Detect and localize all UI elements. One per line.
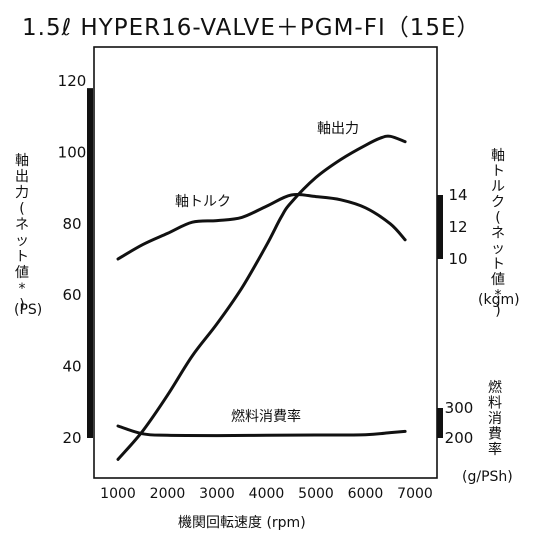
ps-axis-label-char: ) <box>19 297 24 313</box>
ps-tick-label: 20 <box>62 429 81 447</box>
torque-axis-label-char: ト <box>491 164 505 180</box>
ps-axis-label-char: ( <box>19 201 24 217</box>
chart-title: 1.5ℓ HYPER16-VALVE＋PGM-FI（15E） <box>22 15 481 41</box>
ps-axis-label-char: ネ <box>15 217 29 233</box>
torque-axis-label-char: ネ <box>491 226 505 242</box>
ps-axis-bar <box>87 88 93 438</box>
fuel-axis-label-char: 率 <box>488 441 502 458</box>
ps-unit-label: (PS) <box>14 302 43 318</box>
ps-axis-label-char: 力 <box>15 185 29 201</box>
ps-axis-label-char: 出 <box>15 169 29 185</box>
torque-tick-label: 10 <box>448 250 467 268</box>
fuel-axis-label-char: 費 <box>488 427 502 443</box>
torque-axis-label-char: 値 <box>491 272 505 288</box>
torque-curve <box>116 192 407 261</box>
fuel-consumption-curve-label: 燃料消費率 <box>231 408 301 425</box>
torque-axis-label-char: * <box>495 288 502 304</box>
ps-tick-label: 60 <box>62 286 81 304</box>
torque-axis-label-char: ク <box>491 195 505 211</box>
x-tick-label: 5000 <box>298 486 334 502</box>
ps-axis-label-char: 軸 <box>15 153 29 169</box>
torque-tick-label: 14 <box>448 186 467 204</box>
fuel-tick-label: 200 <box>445 429 474 447</box>
ps-tick-label: 40 <box>62 358 81 376</box>
x-tick-label: 2000 <box>150 486 186 502</box>
ps-axis-label-char: ト <box>15 249 29 265</box>
kgm-unit-label: (kgm) <box>478 292 520 308</box>
x-tick-label: 3000 <box>199 486 235 502</box>
power-curve <box>116 134 407 461</box>
torque-axis-bar <box>437 195 443 259</box>
plot-frame <box>93 46 438 479</box>
ps-tick-label: 80 <box>62 215 81 233</box>
ps-tick-label: 100 <box>58 143 87 161</box>
x-tick-label: 1000 <box>100 486 136 502</box>
fuel-consumption-curve <box>116 424 407 438</box>
torque-axis-label-char: ル <box>491 179 505 195</box>
power-curve-label: 軸出力 <box>317 121 359 137</box>
ps-axis-label-char: * <box>19 281 26 297</box>
torque-tick-label: 12 <box>448 218 467 236</box>
ps-axis-label-char: ッ <box>15 233 29 249</box>
fuel-axis-label-char: 消 <box>488 411 502 427</box>
fuel-axis-label-char: 料 <box>488 396 502 412</box>
fuel-axis-bar <box>437 408 443 438</box>
ps-axis-label-char: 値 <box>15 265 29 281</box>
torque-axis-label-char: ( <box>495 210 500 226</box>
fuel-axis-label-char: 燃 <box>488 379 502 396</box>
torque-axis-label-char: ト <box>491 257 505 273</box>
torque-axis-label-char: ) <box>495 303 500 319</box>
x-tick-label: 7000 <box>397 486 433 502</box>
ps-tick-label: 120 <box>58 72 87 90</box>
x-tick-label: 6000 <box>348 486 384 502</box>
fuel-tick-label: 300 <box>445 399 474 417</box>
x-axis-label: 機関回転速度 (rpm) <box>178 515 306 531</box>
fuel-unit-label: (g/PSh) <box>462 469 513 485</box>
torque-curve-label: 軸トルク <box>175 194 231 210</box>
x-tick-label: 4000 <box>249 486 285 502</box>
torque-axis-label-char: ッ <box>491 241 505 257</box>
torque-axis-label-char: 軸 <box>491 148 505 164</box>
